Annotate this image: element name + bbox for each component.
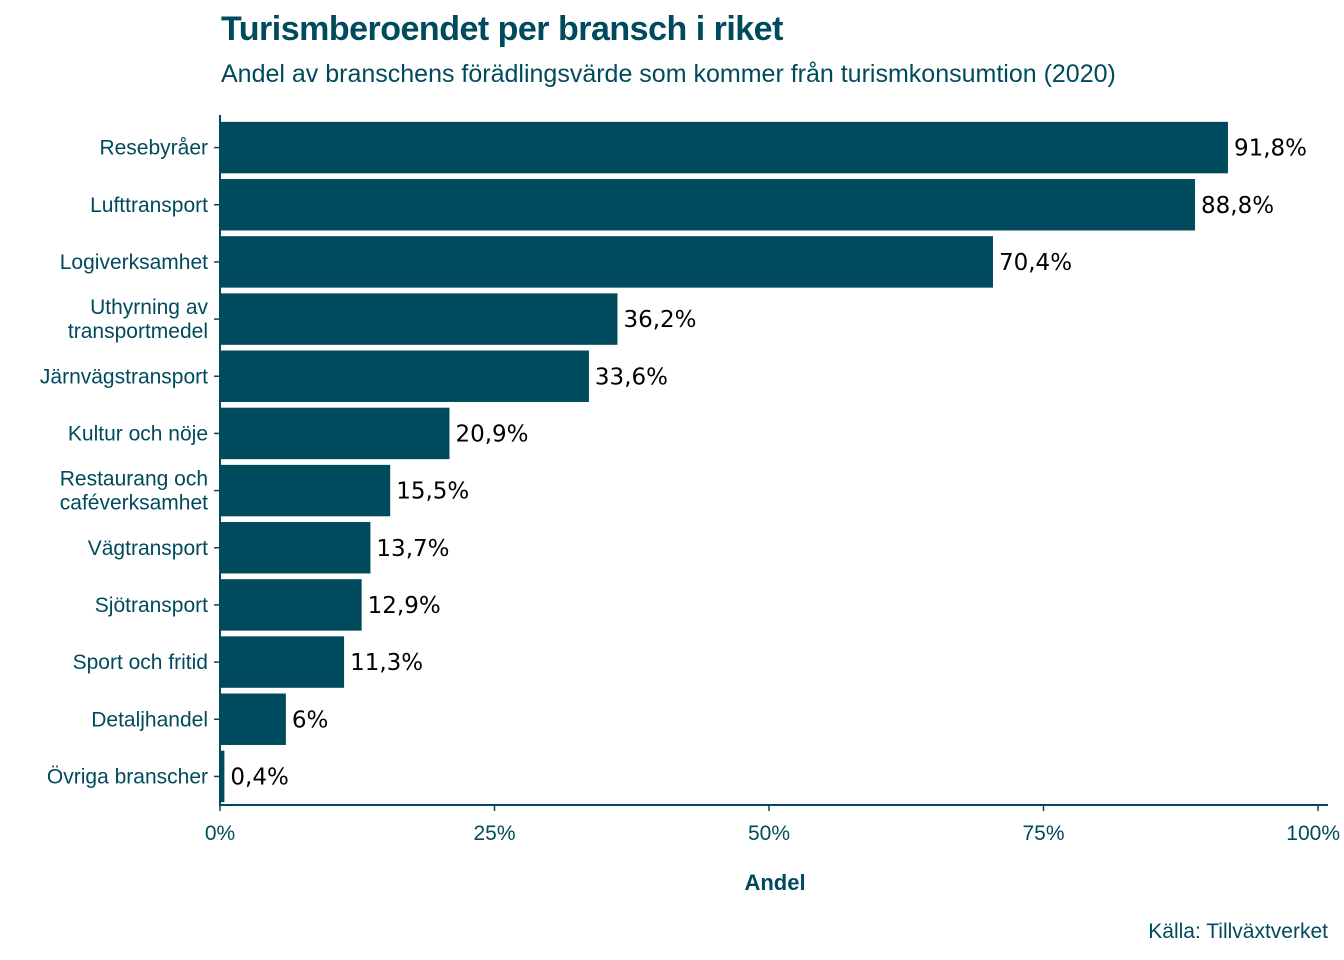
x-tick-label: 25%	[473, 822, 515, 845]
bar	[220, 522, 371, 574]
bar	[220, 579, 362, 631]
source-caption: Källa: Tillväxtverket	[1148, 920, 1328, 943]
x-tick-label: 0%	[205, 822, 235, 845]
bar	[220, 121, 1228, 174]
bar	[220, 350, 589, 402]
category-label: caféverksamhet	[60, 492, 208, 515]
value-label: 0,4%	[230, 764, 288, 790]
value-label: 20,9%	[455, 421, 528, 447]
category-label: Övriga branscher	[47, 765, 208, 788]
value-label: 6%	[292, 707, 329, 733]
x-axis-title: Andel	[744, 870, 805, 895]
category-labels: Resebyråer Lufttransport Logiverksamhet Uth…	[40, 137, 209, 789]
value-label: 91,8%	[1234, 136, 1307, 162]
value-label: 36,2%	[623, 307, 696, 333]
bar	[220, 693, 286, 745]
category-label: Resebyråer	[99, 137, 208, 160]
category-label: Logiverksamhet	[60, 251, 208, 274]
bar	[220, 464, 391, 517]
bar	[220, 636, 345, 688]
value-label: 70,4%	[999, 250, 1072, 276]
x-tick-label: 50%	[748, 822, 790, 845]
category-label: Detaljhandel	[91, 708, 208, 731]
value-label: 12,9%	[368, 593, 441, 619]
bar	[220, 236, 993, 288]
category-label: Uthyrning av	[90, 296, 208, 319]
value-label: 11,3%	[350, 650, 423, 676]
category-label: Lufttransport	[90, 194, 208, 217]
x-tick-label: 100%	[1286, 822, 1340, 845]
value-label: 13,7%	[376, 536, 449, 562]
category-label: Sport och fritid	[73, 651, 208, 674]
value-labels: 91,8% 88,8% 70,4% 36,2% 33,6% 20,9% 15,5% 13,7%…	[230, 136, 1307, 791]
value-label: 15,5%	[396, 479, 469, 505]
bar	[220, 407, 450, 460]
category-label: Järnvägstransport	[40, 365, 208, 388]
axes: 0% 25% 50% 75% 100%	[205, 115, 1340, 845]
chart-subtitle: Andel av branschens förädlingsvärde som …	[221, 60, 1116, 88]
bar	[220, 293, 618, 345]
chart-title: Turismberoendet per bransch i riket	[221, 10, 783, 48]
category-label: Restaurang och	[60, 468, 208, 491]
bar	[220, 179, 1196, 231]
category-label: Sjötransport	[95, 594, 208, 617]
category-label: Vägtransport	[88, 537, 208, 560]
value-label: 33,6%	[595, 364, 668, 390]
bars-group	[220, 121, 1228, 803]
value-label: 88,8%	[1201, 193, 1274, 219]
x-tick-label: 75%	[1022, 822, 1064, 845]
category-label: Kultur och nöje	[68, 422, 208, 445]
category-label: transportmedel	[68, 320, 208, 343]
bar	[220, 750, 225, 803]
